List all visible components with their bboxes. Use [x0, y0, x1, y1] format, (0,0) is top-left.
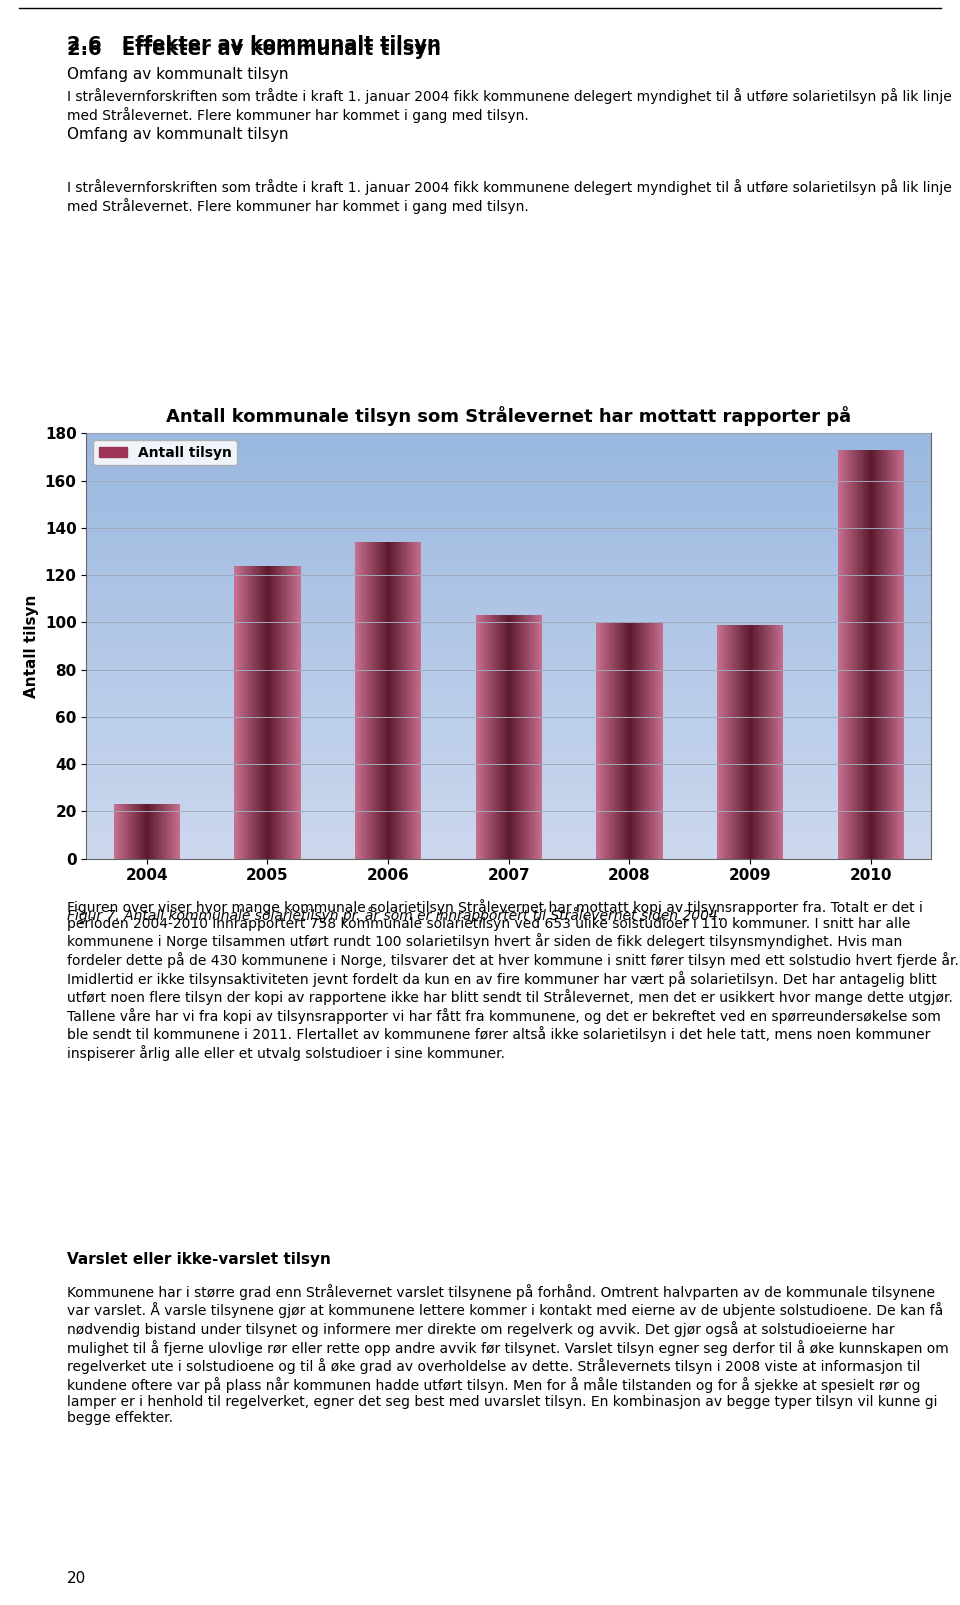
Y-axis label: Antall tilsyn: Antall tilsyn	[24, 594, 39, 698]
Legend: Antall tilsyn: Antall tilsyn	[93, 440, 237, 465]
Text: Figuren over viser hvor mange kommunale solarietilsyn Strålevernet har mottatt k: Figuren over viser hvor mange kommunale …	[67, 899, 959, 1061]
Text: 20: 20	[67, 1571, 86, 1586]
Title: Antall kommunale tilsyn som Strålevernet har mottatt rapporter på: Antall kommunale tilsyn som Strålevernet…	[166, 406, 852, 427]
Text: 2.6   Effekter av kommunalt tilsyn: 2.6 Effekter av kommunalt tilsyn	[67, 35, 441, 55]
Text: I strålevernforskriften som trådte i kraft 1. januar 2004 fikk kommunene deleger: I strålevernforskriften som trådte i kra…	[67, 88, 952, 122]
Text: 2.6   Effekter av kommunalt tilsyn: 2.6 Effekter av kommunalt tilsyn	[67, 40, 441, 59]
Text: Omfang av kommunalt tilsyn: Omfang av kommunalt tilsyn	[67, 127, 289, 143]
Text: I strålevernforskriften som trådte i kraft 1. januar 2004 fikk kommunene deleger: I strålevernforskriften som trådte i kra…	[67, 180, 952, 213]
Text: Omfang av kommunalt tilsyn: Omfang av kommunalt tilsyn	[67, 67, 289, 82]
Text: Figur 7. Antall kommunale solarietilsyn pr. år som er innrapportert til Stråleve: Figur 7. Antall kommunale solarietilsyn …	[67, 907, 723, 923]
Text: Varslet eller ikke-varslet tilsyn: Varslet eller ikke-varslet tilsyn	[67, 1252, 331, 1266]
Text: Kommunene har i større grad enn Strålevernet varslet tilsynene på forhånd. Omtre: Kommunene har i større grad enn Stråleve…	[67, 1284, 948, 1425]
